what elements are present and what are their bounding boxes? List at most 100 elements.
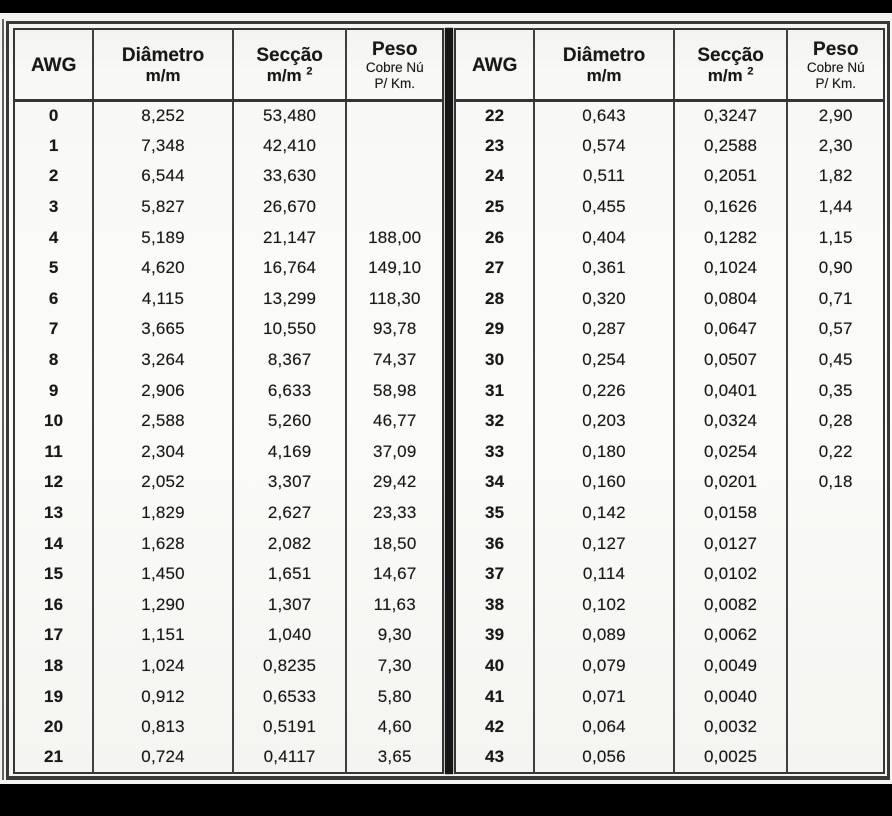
table-row: 27 0,361 0,1024 0,90 xyxy=(455,252,884,284)
peso-cell: 46,77 xyxy=(345,405,443,437)
awg-cell: 8 xyxy=(48,350,59,370)
diametro-cell: 2,304 xyxy=(92,436,233,468)
seccao-cell: 0,0040 xyxy=(672,681,788,712)
table-row: 3 5,827 26,670 xyxy=(14,191,443,223)
seccao-cell: 4,169 xyxy=(231,436,347,468)
awg-cell: 41 xyxy=(485,686,505,706)
awg-cell: 10 xyxy=(44,411,64,431)
peso-cell: 1,82 xyxy=(786,161,884,192)
table-row: 24 0,511 0,2051 1,82 xyxy=(455,161,884,192)
diametro-cell: 0,813 xyxy=(92,711,233,743)
diametro-cell: 0,287 xyxy=(533,314,674,345)
diametro-cell: 0,142 xyxy=(533,497,674,529)
diametro-cell: 0,226 xyxy=(533,375,674,406)
peso-cell: 3,65 xyxy=(345,742,443,774)
table-row: 19 0,912 0,6533 5,80 xyxy=(14,681,443,712)
peso-cell xyxy=(345,130,443,162)
peso-cell: 7,30 xyxy=(345,650,443,682)
peso-cell: 23,33 xyxy=(345,497,443,529)
table-row: 26 0,404 0,1282 1,15 xyxy=(455,222,884,253)
diametro-cell: 0,071 xyxy=(533,681,674,712)
seccao-cell: 0,2051 xyxy=(672,161,788,192)
table-body-left: 0 8,252 53,480 1 7,348 42,410 2 6,544 33,630 3 5,8… xyxy=(14,100,443,774)
table-row: 15 1,450 1,651 14,67 xyxy=(14,558,443,590)
peso-cell: 9,30 xyxy=(345,620,443,651)
seccao-cell: 8,367 xyxy=(231,344,347,376)
peso-cell: 14,67 xyxy=(345,558,443,590)
seccao-cell: 0,8235 xyxy=(231,650,347,682)
diametro-cell: 1,151 xyxy=(92,620,233,651)
seccao-cell: 1,307 xyxy=(231,589,347,621)
peso-cell xyxy=(786,528,884,559)
diametro-unit: m/m xyxy=(145,66,181,86)
awg-cell: 14 xyxy=(44,533,64,553)
diametro-cell: 0,643 xyxy=(533,100,674,131)
peso-cell xyxy=(786,620,884,651)
diametro-cell: 0,180 xyxy=(533,436,674,468)
diametro-cell: 8,252 xyxy=(92,100,233,131)
awg-cell: 23 xyxy=(485,135,505,155)
seccao-superscript: 2 xyxy=(747,65,754,78)
table-divider xyxy=(445,28,453,774)
awg-label: AWG xyxy=(30,54,77,76)
table-row: 11 2,304 4,169 37,09 xyxy=(14,436,443,468)
seccao-cell: 5,260 xyxy=(231,405,347,437)
peso-cell: 11,63 xyxy=(345,589,443,621)
diametro-cell: 2,906 xyxy=(92,375,233,406)
awg-cell: 36 xyxy=(485,533,505,553)
seccao-cell: 0,0254 xyxy=(672,436,788,468)
diametro-title: Diâmetro xyxy=(121,45,205,67)
peso-subtitle-material: Cobre Nú xyxy=(806,59,865,75)
table-row: 35 0,142 0,0158 xyxy=(455,497,884,529)
document-page: AWG Diâmetro m/m Secção m/m 2 Peso Cob xyxy=(0,13,892,784)
diametro-cell: 0,361 xyxy=(533,252,674,284)
awg-cell: 25 xyxy=(485,197,505,217)
peso-cell: 0,28 xyxy=(786,405,884,437)
diametro-cell: 0,064 xyxy=(533,711,674,743)
seccao-cell: 0,0025 xyxy=(672,742,788,774)
peso-cell: 5,80 xyxy=(345,681,443,712)
seccao-cell: 0,0201 xyxy=(672,467,788,498)
awg-cell: 17 xyxy=(44,625,64,645)
seccao-cell: 0,0062 xyxy=(672,620,788,651)
table-row: 29 0,287 0,0647 0,57 xyxy=(455,314,884,345)
diametro-cell: 2,588 xyxy=(92,405,233,437)
peso-cell xyxy=(786,589,884,621)
diametro-cell: 3,665 xyxy=(92,314,233,345)
seccao-cell: 33,630 xyxy=(231,161,347,192)
seccao-cell: 0,0647 xyxy=(672,314,788,345)
awg-cell: 32 xyxy=(485,411,505,431)
seccao-cell: 1,040 xyxy=(231,620,347,651)
peso-cell xyxy=(345,100,443,131)
diametro-cell: 0,127 xyxy=(533,528,674,559)
seccao-cell: 0,0102 xyxy=(672,558,788,590)
diametro-cell: 6,544 xyxy=(92,161,233,192)
peso-cell: 37,09 xyxy=(345,436,443,468)
awg-cell: 13 xyxy=(44,503,64,523)
diametro-cell: 3,264 xyxy=(92,344,233,376)
diametro-cell: 0,254 xyxy=(533,344,674,376)
seccao-cell: 2,627 xyxy=(231,497,347,529)
diametro-cell: 0,511 xyxy=(533,161,674,192)
awg-cell: 34 xyxy=(485,472,505,492)
awg-cell: 6 xyxy=(48,288,59,308)
seccao-cell: 0,0082 xyxy=(672,589,788,621)
seccao-cell: 0,0127 xyxy=(672,528,788,559)
awg-cell: 19 xyxy=(44,686,64,706)
awg-cell: 31 xyxy=(485,380,505,400)
seccao-cell: 26,670 xyxy=(231,191,347,223)
table-row: 38 0,102 0,0082 xyxy=(455,589,884,621)
table-body-right: 22 0,643 0,3247 2,90 23 0,574 0,2588 2,30 24 0,51… xyxy=(455,100,884,774)
table-row: 1 7,348 42,410 xyxy=(14,130,443,162)
peso-cell: 0,18 xyxy=(786,467,884,498)
awg-label: AWG xyxy=(471,54,518,76)
awg-cell: 21 xyxy=(44,747,64,767)
awg-cell: 0 xyxy=(48,106,59,126)
seccao-cell: 0,1282 xyxy=(672,222,788,253)
diametro-cell: 2,052 xyxy=(92,467,233,498)
diametro-cell: 0,574 xyxy=(533,130,674,162)
peso-cell: 149,10 xyxy=(345,252,443,284)
seccao-cell: 0,0804 xyxy=(672,283,788,315)
seccao-cell: 1,651 xyxy=(231,558,347,590)
seccao-cell: 53,480 xyxy=(231,100,347,131)
